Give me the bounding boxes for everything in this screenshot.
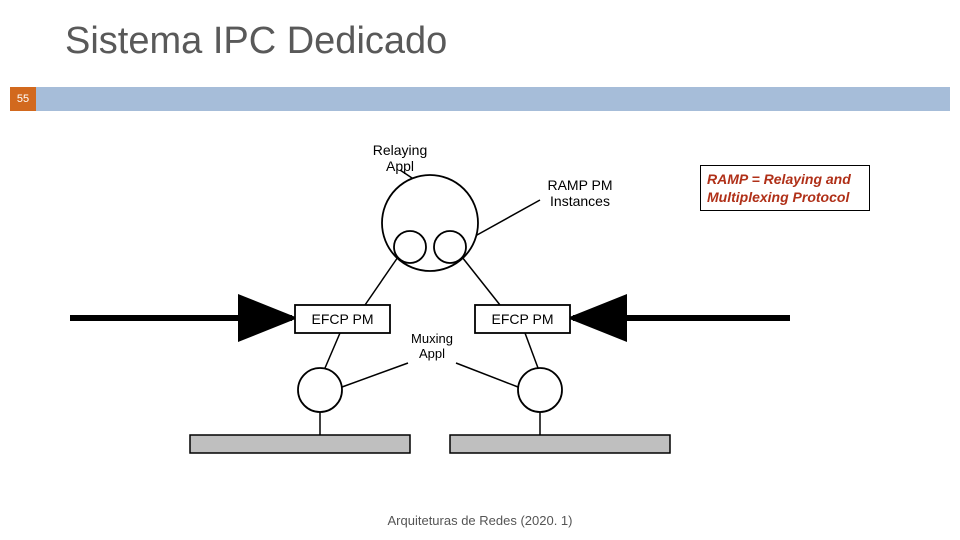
title-accent-bar [36,87,950,111]
slide-footer: Arquiteturas de Redes (2020. 1) [0,513,960,528]
svg-text:RAMP PM: RAMP PM [547,177,612,193]
svg-text:Instances: Instances [550,193,610,209]
page-number-badge: 55 [10,87,36,111]
svg-text:Appl: Appl [419,346,445,361]
svg-text:Appl: Appl [386,158,414,174]
slide-title: Sistema IPC Dedicado [65,20,447,63]
svg-text:EFCP PM: EFCP PM [492,311,554,327]
ramp-definition-note: RAMP = Relaying and Multiplexing Protoco… [700,165,870,211]
svg-text:EFCP PM: EFCP PM [312,311,374,327]
svg-text:Muxing: Muxing [411,331,453,346]
svg-text:Relaying: Relaying [373,142,427,158]
